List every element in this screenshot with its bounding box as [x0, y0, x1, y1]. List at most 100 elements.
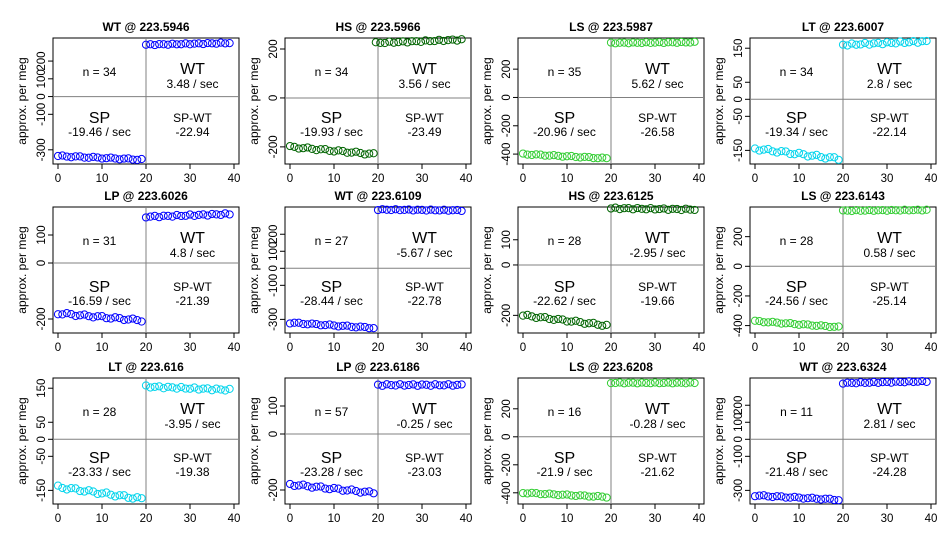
wt-point: [847, 206, 856, 216]
wt-point: [659, 204, 668, 213]
wt-point: [407, 37, 417, 46]
wt-point: [913, 205, 922, 214]
sp-point: [290, 142, 299, 151]
sp-point: [303, 320, 312, 329]
y-tick-label: 100: [501, 230, 513, 249]
wt-point: [439, 205, 449, 214]
y-tick-label: -300: [733, 479, 745, 502]
wt-point: [847, 39, 856, 48]
wt-point: [168, 383, 177, 392]
x-tick-label: 0: [752, 513, 758, 525]
sp-point: [536, 490, 545, 499]
sp-point: [772, 492, 782, 501]
x-tick-label: 30: [184, 342, 197, 354]
wt-point: [444, 206, 453, 215]
y-tick-label: 0: [733, 96, 745, 102]
sp-point: [821, 154, 830, 163]
wt-point: [606, 38, 616, 47]
sp-point: [325, 320, 334, 329]
wt-point: [385, 37, 394, 46]
sp-point: [343, 148, 352, 157]
wt-label: WT: [412, 61, 437, 78]
wt-point: [146, 212, 155, 221]
diff-value: -21.62: [640, 465, 674, 479]
sp-point: [540, 489, 550, 499]
sp-point: [790, 320, 799, 329]
wt-label: WT: [645, 401, 670, 418]
x-tick-label: 30: [649, 173, 662, 185]
wt-point: [207, 39, 217, 48]
wt-point: [655, 38, 664, 47]
y-axis-label: approx. per meg: [247, 57, 261, 144]
sp-point: [321, 484, 330, 493]
wt-label: WT: [412, 230, 437, 247]
x-tick-label: 0: [520, 173, 526, 185]
sp-point: [580, 152, 589, 161]
sp-point: [89, 313, 98, 322]
wt-rate: 0.58 / sec: [863, 246, 915, 260]
wt-label: WT: [645, 61, 670, 78]
sp-point: [567, 151, 576, 161]
wt-point: [668, 379, 677, 388]
sp-point: [527, 488, 536, 497]
wt-point: [624, 39, 633, 48]
sp-point: [549, 315, 558, 324]
sp-point: [821, 494, 830, 503]
x-tick-label: 30: [649, 513, 662, 525]
y-axis-label: approx. per meg: [480, 397, 494, 484]
sp-point: [567, 317, 576, 326]
sp-point: [119, 491, 129, 500]
sp-label: SP: [554, 110, 575, 127]
y-tick-label: -300: [36, 138, 48, 161]
wt-point: [395, 206, 405, 215]
sp-point: [816, 152, 826, 162]
wt-point: [163, 382, 173, 391]
x-tick-label: 20: [140, 513, 153, 525]
sp-point: [558, 152, 567, 161]
wt-point: [672, 378, 682, 387]
y-tick-label: 0: [268, 265, 280, 271]
wt-point: [615, 38, 624, 47]
x-tick-label: 40: [460, 513, 473, 525]
wt-point: [690, 37, 699, 46]
sp-point: [527, 312, 536, 321]
wt-point: [624, 204, 633, 213]
wt-point: [190, 211, 199, 220]
y-tick-label: 0: [268, 95, 280, 101]
wt-point: [382, 380, 391, 389]
wt-point: [681, 379, 690, 388]
panel-title: LT @ 223.616: [108, 360, 184, 374]
y-tick-label: 200: [501, 399, 513, 418]
sp-point: [576, 317, 585, 327]
sp-point: [312, 146, 321, 155]
n-count: n = 31: [83, 234, 117, 248]
diff-label: SP-WT: [405, 111, 444, 125]
sp-point: [299, 144, 308, 153]
y-tick-label: -50: [36, 448, 48, 465]
wt-point: [199, 39, 208, 49]
x-tick-label: 30: [416, 173, 429, 185]
wt-point: [637, 204, 646, 213]
wt-point: [163, 211, 173, 220]
y-axis-label: approx. per meg: [480, 226, 494, 313]
wt-point: [431, 380, 440, 389]
wt-point: [422, 380, 431, 389]
y-tick-label: 150: [733, 39, 745, 58]
sp-point: [598, 153, 607, 162]
sp-point: [128, 155, 137, 164]
diff-value: -25.14: [872, 294, 906, 308]
y-tick-label: 100: [268, 396, 280, 415]
sp-point: [790, 492, 799, 501]
x-tick-label: 40: [925, 513, 938, 525]
sp-point: [102, 154, 111, 163]
y-tick-label: 0: [733, 436, 745, 442]
wt-point: [444, 380, 453, 389]
wt-label: WT: [412, 401, 437, 418]
wt-point: [398, 37, 407, 46]
sp-point: [356, 488, 365, 497]
wt-point: [865, 205, 874, 215]
diff-label: SP-WT: [638, 280, 677, 294]
n-count: n = 34: [780, 65, 814, 79]
sp-label: SP: [786, 279, 807, 296]
sp-point: [321, 144, 330, 154]
